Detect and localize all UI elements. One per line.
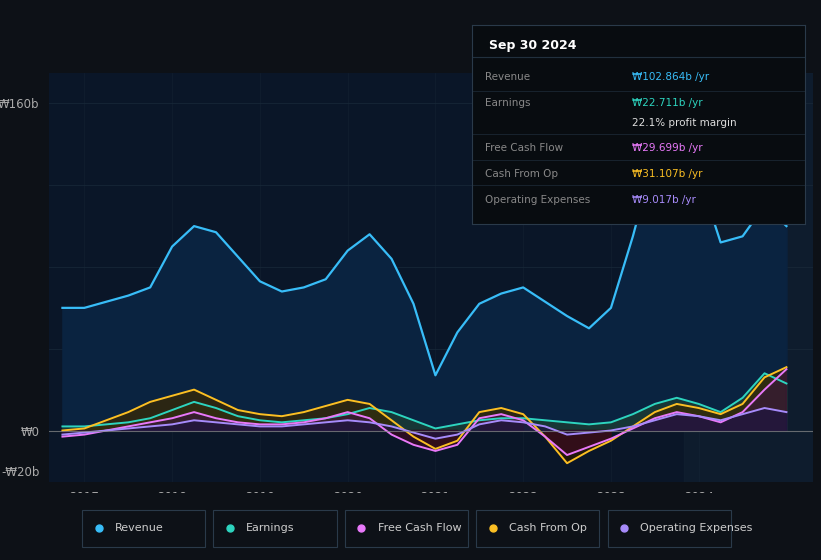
Text: ₩31.107b /yr: ₩31.107b /yr <box>631 169 702 179</box>
Text: Earnings: Earnings <box>485 98 531 108</box>
Text: Revenue: Revenue <box>485 72 530 82</box>
Text: Free Cash Flow: Free Cash Flow <box>485 143 563 153</box>
Text: Free Cash Flow: Free Cash Flow <box>378 523 461 533</box>
Text: ₩102.864b /yr: ₩102.864b /yr <box>631 72 709 82</box>
Text: Sep 30 2024: Sep 30 2024 <box>488 39 576 52</box>
Text: ₩29.699b /yr: ₩29.699b /yr <box>631 143 702 153</box>
Text: Operating Expenses: Operating Expenses <box>485 195 590 205</box>
Text: Cash From Op: Cash From Op <box>509 523 587 533</box>
Text: Revenue: Revenue <box>115 523 163 533</box>
Text: ₩22.711b /yr: ₩22.711b /yr <box>631 98 702 108</box>
Text: 22.1% profit margin: 22.1% profit margin <box>631 118 736 128</box>
Text: Cash From Op: Cash From Op <box>485 169 558 179</box>
Text: Operating Expenses: Operating Expenses <box>640 523 753 533</box>
Bar <box>684 73 813 482</box>
Text: Earnings: Earnings <box>246 523 295 533</box>
Text: ₩9.017b /yr: ₩9.017b /yr <box>631 195 695 205</box>
